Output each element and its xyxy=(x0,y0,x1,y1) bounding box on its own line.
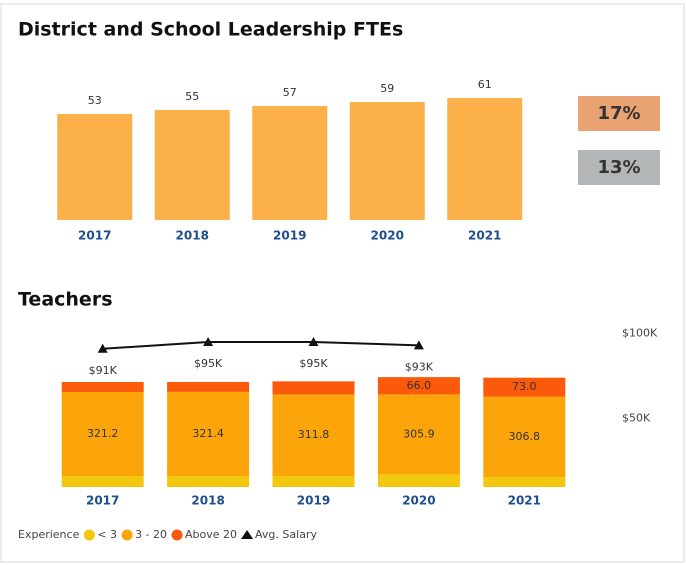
legend-label: Above 20 xyxy=(185,528,237,541)
x-tick-label: 2019 xyxy=(297,494,330,508)
data-label: 305.9 xyxy=(403,427,435,440)
data-label: $95K xyxy=(194,357,223,370)
bar-segment xyxy=(272,381,355,395)
bar-segment xyxy=(61,391,144,477)
bar-segment xyxy=(483,377,566,397)
x-tick-label: 2021 xyxy=(508,494,541,508)
kpi-value: 17% xyxy=(597,103,640,124)
chart-title: Teachers xyxy=(18,289,113,311)
salary-marker xyxy=(203,336,214,346)
x-tick-label: 2017 xyxy=(78,229,111,243)
bar-segment xyxy=(483,477,566,487)
data-label: $93K xyxy=(405,360,434,373)
data-label: 321.2 xyxy=(87,427,119,440)
legend-marker xyxy=(121,529,133,541)
legend-marker xyxy=(241,530,254,539)
bar-segment xyxy=(61,382,144,392)
kpi-value: 13% xyxy=(597,157,640,178)
legend-title: Experience xyxy=(18,528,80,541)
data-label: $95K xyxy=(299,357,328,370)
x-tick-label: 2020 xyxy=(371,229,404,243)
data-label: 53 xyxy=(88,94,102,107)
bar-segment xyxy=(167,381,250,392)
bar xyxy=(252,106,328,220)
x-tick-label: 2017 xyxy=(86,494,119,508)
x-tick-label: 2019 xyxy=(273,229,306,243)
bar-segment xyxy=(61,476,144,487)
legend-marker xyxy=(83,529,95,541)
bar-segment xyxy=(377,474,460,487)
x-tick-label: 2018 xyxy=(176,229,209,243)
legend-label: 3 - 20 xyxy=(135,528,167,541)
salary-marker xyxy=(308,336,319,346)
chart-title: District and School Leadership FTEs xyxy=(18,19,403,41)
data-label: $91K xyxy=(89,364,118,377)
bar xyxy=(447,98,523,220)
x-tick-label: 2018 xyxy=(191,494,224,508)
bar-segment xyxy=(272,394,355,477)
bar-segment xyxy=(377,394,460,475)
salary-marker xyxy=(97,343,108,353)
data-label: 61 xyxy=(478,78,492,91)
data-label: 306.8 xyxy=(509,430,541,443)
data-label: 73.0 xyxy=(512,380,537,393)
legend-label: < 3 xyxy=(97,528,117,541)
legend-marker xyxy=(171,529,183,541)
y2-tick-label: $100K xyxy=(622,326,658,339)
bar xyxy=(154,110,230,220)
bar xyxy=(349,102,425,220)
data-label: 57 xyxy=(283,86,297,99)
kpi-card xyxy=(578,150,660,185)
bar-segment xyxy=(272,476,355,487)
x-tick-label: 2020 xyxy=(402,494,435,508)
salary-marker xyxy=(413,340,424,350)
bar-segment xyxy=(377,377,460,395)
data-label: 55 xyxy=(185,90,199,103)
data-label: 59 xyxy=(380,82,394,95)
kpi-card xyxy=(578,96,660,131)
legend-label: Avg. Salary xyxy=(255,528,317,541)
bar-segment xyxy=(167,391,250,477)
data-label: 321.4 xyxy=(192,427,224,440)
salary-line xyxy=(102,340,419,350)
bar-segment xyxy=(483,396,566,478)
bar-segment xyxy=(167,476,250,487)
x-tick-label: 2021 xyxy=(468,229,501,243)
data-label: 66.0 xyxy=(407,379,432,392)
data-label: 311.8 xyxy=(298,428,330,441)
bar xyxy=(57,114,133,220)
y2-tick-label: $50K xyxy=(622,412,651,425)
